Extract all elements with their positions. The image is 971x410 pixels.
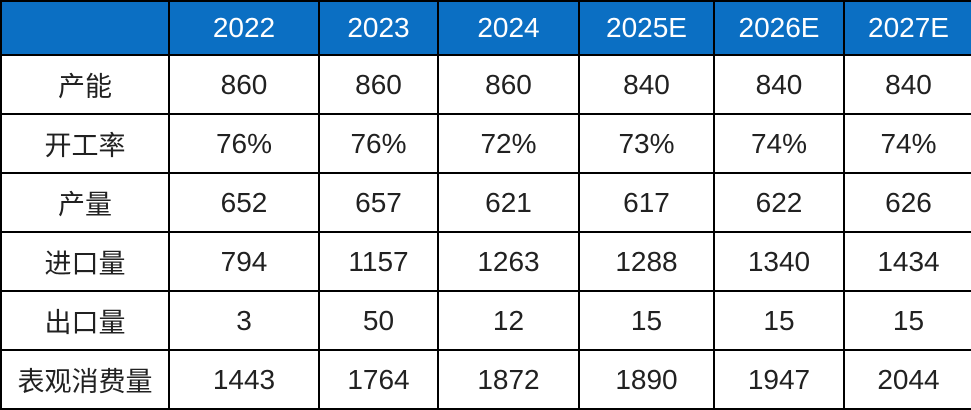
table-cell: 1947 [713, 349, 845, 410]
table-cell: 50 [318, 290, 439, 351]
row-label: 产量 [0, 172, 170, 233]
table-cell: 76% [318, 113, 439, 174]
table-cell: 840 [578, 54, 715, 115]
header-cell-year: 2024 [437, 0, 580, 56]
table-cell: 72% [437, 113, 580, 174]
header-cell-year: 2023 [318, 0, 439, 56]
table-cell: 1288 [578, 231, 715, 292]
table-cell: 74% [843, 113, 971, 174]
table-cell: 12 [437, 290, 580, 351]
table-cell: 622 [713, 172, 845, 233]
table-cell: 15 [578, 290, 715, 351]
table-cell: 621 [437, 172, 580, 233]
row-label: 开工率 [0, 113, 170, 174]
table-row-operating-rate: 开工率 76% 76% 72% 73% 74% 74% [0, 113, 971, 174]
table-cell: 1340 [713, 231, 845, 292]
table-cell: 840 [843, 54, 971, 115]
table-cell: 652 [168, 172, 320, 233]
table-cell: 1764 [318, 349, 439, 410]
table-cell: 74% [713, 113, 845, 174]
table-cell: 1157 [318, 231, 439, 292]
table-cell: 794 [168, 231, 320, 292]
table-cell: 1443 [168, 349, 320, 410]
table-cell: 1263 [437, 231, 580, 292]
row-label: 进口量 [0, 231, 170, 292]
table-cell: 657 [318, 172, 439, 233]
table-cell: 15 [843, 290, 971, 351]
header-cell-year: 2027E [843, 0, 971, 56]
row-label: 表观消费量 [0, 349, 170, 410]
table-cell: 1872 [437, 349, 580, 410]
table-row-apparent-consumption: 表观消费量 1443 1764 1872 1890 1947 2044 [0, 349, 971, 410]
table-cell: 76% [168, 113, 320, 174]
table-cell: 1434 [843, 231, 971, 292]
header-cell-year: 2026E [713, 0, 845, 56]
table-row-production: 产量 652 657 621 617 622 626 [0, 172, 971, 233]
table-cell: 860 [318, 54, 439, 115]
row-label: 出口量 [0, 290, 170, 351]
header-cell-blank [0, 0, 170, 56]
table-cell: 15 [713, 290, 845, 351]
table-row-capacity: 产能 860 860 860 840 840 840 [0, 54, 971, 115]
table-cell: 860 [437, 54, 580, 115]
table-row-imports: 进口量 794 1157 1263 1288 1340 1434 [0, 231, 971, 292]
header-row: 2022 2023 2024 2025E 2026E 2027E [0, 0, 971, 56]
table-cell: 3 [168, 290, 320, 351]
header-cell-year: 2025E [578, 0, 715, 56]
table-cell: 73% [578, 113, 715, 174]
row-label: 产能 [0, 54, 170, 115]
table-cell: 2044 [843, 349, 971, 410]
header-cell-year: 2022 [168, 0, 320, 56]
table-row-exports: 出口量 3 50 12 15 15 15 [0, 290, 971, 351]
table-cell: 860 [168, 54, 320, 115]
table-cell: 617 [578, 172, 715, 233]
table-cell: 626 [843, 172, 971, 233]
table-cell: 1890 [578, 349, 715, 410]
table-cell: 840 [713, 54, 845, 115]
